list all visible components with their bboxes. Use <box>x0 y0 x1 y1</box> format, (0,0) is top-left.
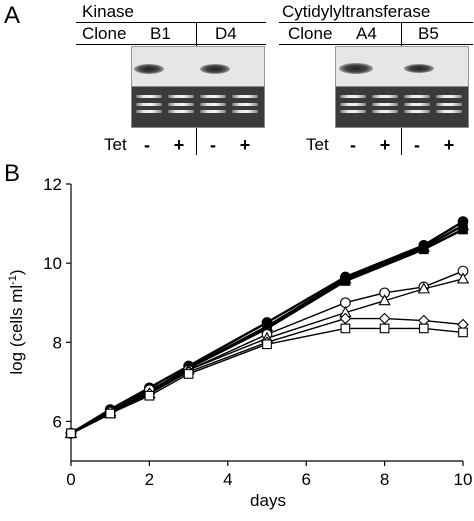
ct-tet-2: + <box>379 135 391 155</box>
data-point <box>378 294 391 306</box>
chart-series <box>64 216 470 440</box>
blot-band <box>200 64 230 74</box>
data-point <box>456 272 470 284</box>
data-point <box>378 312 391 325</box>
data-point <box>339 312 352 325</box>
x-tick-label: 8 <box>380 470 389 489</box>
kinase-tet-3: - <box>210 135 216 155</box>
ct-clone-b5: B5 <box>418 24 439 43</box>
data-point <box>262 339 272 350</box>
blot-band <box>134 64 164 74</box>
series-open-triangle <box>64 272 470 438</box>
x-axis-label: days <box>250 491 286 510</box>
kinase-tet-4: + <box>239 135 251 155</box>
ct-header-rule <box>279 22 473 23</box>
series-line <box>70 220 464 435</box>
x-tick-label: 0 <box>66 470 75 489</box>
ct-tet-label: Tet <box>306 135 329 154</box>
kinase-clone-d4: D4 <box>215 24 237 43</box>
series-open-square <box>66 323 468 439</box>
chart-axes: 0 2 4 6 8 10 6 8 10 12 <box>43 175 472 489</box>
data-point <box>458 327 468 338</box>
kinase-clone-rule <box>76 44 266 45</box>
ct-northern-blot <box>335 46 469 88</box>
data-point <box>456 218 470 231</box>
kinase-tet-label: Tet <box>104 135 127 154</box>
data-point <box>418 323 429 334</box>
data-point <box>417 282 430 294</box>
kinase-clone-label: Clone <box>82 24 127 43</box>
panel-b-letter: B <box>4 160 21 187</box>
series-line <box>70 278 464 434</box>
data-point <box>66 428 76 439</box>
data-point <box>144 390 155 401</box>
y-tick-label: 12 <box>43 175 62 194</box>
ct-tet-1: - <box>350 135 356 155</box>
x-tick-label: 2 <box>145 470 154 489</box>
data-point <box>340 323 351 334</box>
blot-band <box>404 64 434 73</box>
blot-band <box>339 63 373 74</box>
y-axis-label: log (cells ml-1) <box>7 269 26 374</box>
kinase-tet-1: - <box>144 135 150 155</box>
ct-clone-rule <box>279 44 473 45</box>
data-point <box>379 323 390 334</box>
x-tick-label: 4 <box>223 470 232 489</box>
kinase-rrna-gel <box>131 86 265 128</box>
y-tick-label: 8 <box>53 333 62 352</box>
data-point <box>105 408 116 419</box>
ct-clone-label: Clone <box>288 24 333 43</box>
ct-rrna-gel <box>335 86 469 128</box>
ct-clone-a4: A4 <box>356 24 377 43</box>
data-point <box>417 240 430 252</box>
data-point <box>339 272 352 284</box>
ct-tet-4: + <box>443 135 455 155</box>
kinase-northern-blot <box>131 46 265 88</box>
x-tick-label: 6 <box>301 470 310 489</box>
kinase-clone-b1: B1 <box>150 24 171 43</box>
ct-tet-3: - <box>414 135 420 155</box>
kinase-header-rule <box>76 22 266 23</box>
y-tick-label: 10 <box>43 254 62 273</box>
panel-a-letter: A <box>4 2 21 29</box>
kinase-title: Kinase <box>82 2 134 21</box>
y-tick-label: 6 <box>53 412 62 431</box>
kinase-tet-2: + <box>173 135 185 155</box>
data-point <box>183 369 194 379</box>
ct-title: Cytidylyltransferase <box>282 2 431 21</box>
series-open-circle <box>65 265 469 439</box>
x-tick-label: 10 <box>454 470 473 489</box>
